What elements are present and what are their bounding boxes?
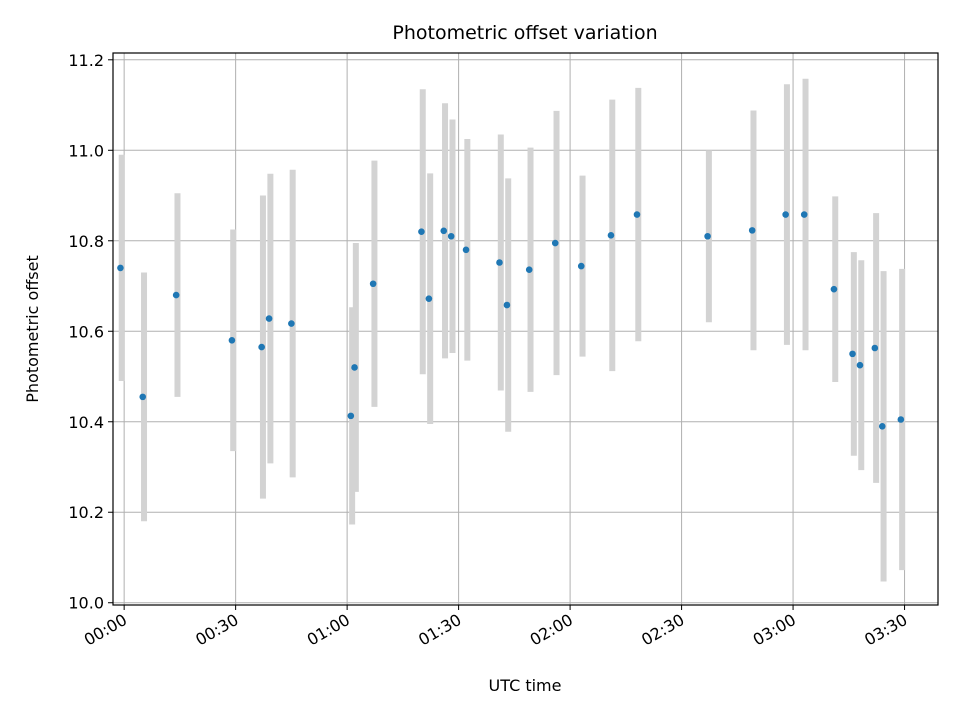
- data-point: [856, 361, 864, 369]
- data-point: [462, 246, 470, 254]
- chart-title: Photometric offset variation: [392, 22, 657, 44]
- y-axis-label: Photometric offset: [23, 255, 42, 403]
- data-point: [748, 227, 756, 234]
- data-point: [704, 232, 711, 240]
- data-point: [447, 232, 455, 240]
- data-point: [351, 364, 358, 371]
- data-point: [258, 343, 265, 351]
- data-point: [503, 301, 511, 309]
- data-point: [897, 416, 905, 423]
- data-point: [633, 211, 641, 218]
- plot-frame: [112, 52, 939, 606]
- data-point: [418, 228, 425, 236]
- y-tick-label: 11.2: [68, 51, 104, 70]
- data-point: [440, 227, 448, 235]
- data-point: [172, 291, 180, 299]
- y-tick-label: 10.6: [68, 322, 104, 341]
- data-point: [607, 232, 615, 239]
- data-point: [369, 280, 377, 288]
- y-axis-ticks: 10.0 10.2 10.4 10.6 10.8 11.0 11.2: [68, 51, 113, 613]
- data-point: [577, 262, 585, 270]
- data-point: [228, 337, 236, 344]
- data-point: [525, 266, 533, 274]
- grid-lines: [113, 53, 938, 605]
- data-point: [849, 350, 856, 358]
- data-point: [117, 264, 124, 272]
- data-point: [265, 315, 273, 322]
- data-points: [117, 211, 905, 430]
- y-tick-label: 10.2: [68, 503, 104, 522]
- data-point: [878, 422, 886, 430]
- y-tick-label: 10.0: [68, 594, 104, 613]
- data-point: [496, 259, 503, 266]
- y-tick-label: 11.0: [68, 141, 104, 160]
- data-point: [782, 211, 789, 218]
- data-point: [288, 320, 295, 327]
- data-point: [800, 211, 808, 218]
- data-point: [347, 412, 355, 420]
- data-point: [139, 393, 147, 401]
- data-point: [871, 344, 879, 352]
- y-tick-label: 10.8: [68, 232, 104, 251]
- data-point: [830, 285, 838, 293]
- x-axis-label: UTC time: [489, 676, 562, 695]
- y-tick-label: 10.4: [68, 413, 104, 432]
- data-point: [551, 239, 559, 247]
- data-point: [425, 295, 433, 302]
